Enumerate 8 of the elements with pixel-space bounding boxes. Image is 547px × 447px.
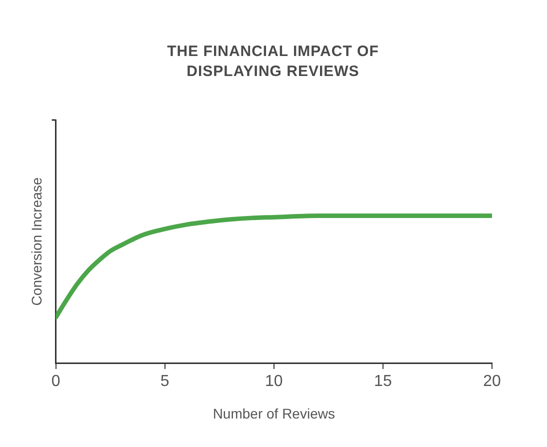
x-tick-label: 20 xyxy=(483,373,501,390)
x-axis-title: Number of Reviews xyxy=(212,405,335,422)
x-tick-label: 0 xyxy=(51,373,60,390)
x-tick-label: 10 xyxy=(265,373,283,390)
chart-title: THE FINANCIAL IMPACT OF DISPLAYING REVIEWS xyxy=(166,42,380,82)
x-tick-label: 5 xyxy=(160,373,170,390)
x-tick-label: 15 xyxy=(374,373,392,390)
y-axis-title: Conversion Increase xyxy=(28,177,44,306)
